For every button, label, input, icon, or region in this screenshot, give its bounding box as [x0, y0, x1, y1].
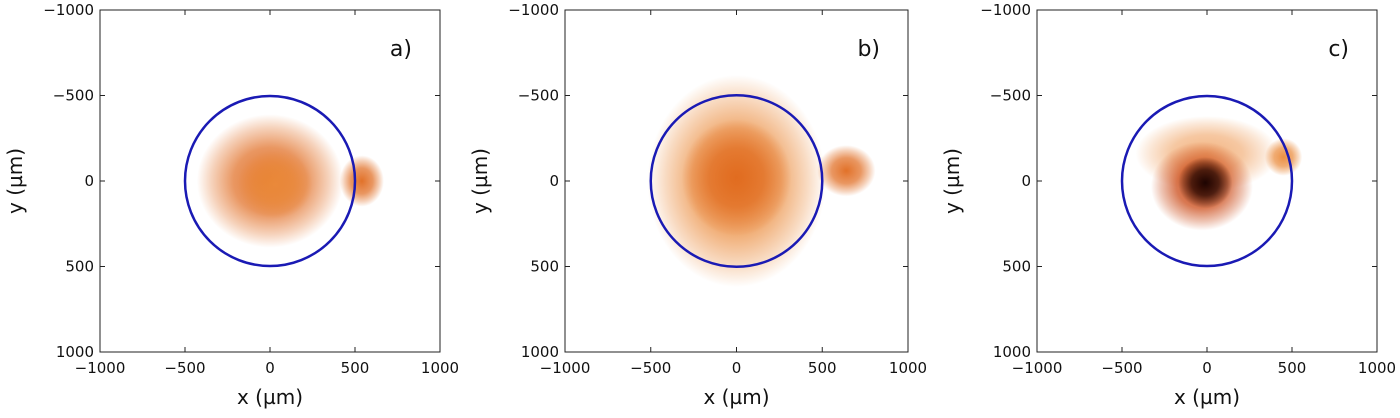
y-axis-label-c: y (µm): [940, 148, 964, 214]
x-tick-a-2: 0: [265, 359, 275, 377]
y-tick-a-3: 500: [65, 258, 94, 276]
x-tick-c-2: 0: [1202, 359, 1212, 377]
x-tick-b-1: −500: [630, 359, 671, 377]
panel-label-b: b): [857, 37, 880, 62]
intensity-blob: [1178, 157, 1233, 209]
x-axis-label-b: x (µm): [703, 385, 769, 409]
y-tick-b-0: −1000: [508, 1, 559, 19]
y-tick-b-2: 0: [549, 172, 559, 190]
x-tick-c-0: −1000: [1012, 359, 1063, 377]
ticks-a: [99, 9, 441, 353]
x-tick-b-3: 500: [808, 359, 837, 377]
x-tick-c-1: −500: [1101, 359, 1142, 377]
intensity-blob: [681, 119, 792, 236]
intensity-blob: [817, 145, 876, 197]
aperture-circle-b: [649, 94, 824, 268]
y-tick-b-3: 500: [530, 258, 559, 276]
ticks-b: [564, 9, 909, 353]
y-tick-c-3: 500: [1002, 258, 1031, 276]
x-axis-label-a: x (µm): [237, 385, 303, 409]
x-tick-b-0: −1000: [540, 359, 591, 377]
aperture-circle-a: [183, 94, 357, 268]
intensity-blob: [1264, 138, 1303, 176]
panel-label-a: a): [390, 37, 412, 62]
x-tick-b-4: 1000: [889, 359, 927, 377]
x-tick-a-3: 500: [341, 359, 370, 377]
panel-c: −1000 −500 0 500 1000 −1000 −500 0 500 1…: [940, 1, 1396, 409]
x-tick-a-0: −1000: [75, 359, 126, 377]
panel-label-c: c): [1328, 37, 1349, 62]
x-tick-c-3: 500: [1278, 359, 1307, 377]
y-tick-c-1: −500: [990, 87, 1031, 105]
x-tick-a-4: 1000: [421, 359, 459, 377]
x-tick-c-4: 1000: [1358, 359, 1396, 377]
x-tick-a-1: −500: [164, 359, 205, 377]
ticks-c: [1036, 9, 1378, 353]
y-axis-label-b: y (µm): [468, 148, 492, 214]
y-tick-a-0: −1000: [43, 1, 94, 19]
heatmap-b: [647, 74, 876, 288]
y-tick-c-4: 1000: [993, 343, 1031, 361]
y-axis-label-a: y (µm): [3, 148, 27, 214]
heatmap-a: [196, 114, 384, 248]
y-tick-b-4: 1000: [521, 343, 559, 361]
heatmap-c: [1135, 116, 1303, 231]
y-tick-a-2: 0: [84, 172, 94, 190]
y-tick-a-1: −500: [53, 87, 94, 105]
intensity-blob: [339, 155, 384, 207]
panel-a: −1000 −500 0 500 1000 −1000 −500 0 500 1…: [3, 1, 459, 409]
y-tick-c-0: −1000: [980, 1, 1031, 19]
y-tick-a-4: 1000: [56, 343, 94, 361]
aperture-circle-c: [1120, 94, 1294, 268]
panel-b: −1000 −500 0 500 1000 −1000 −500 0 500 1…: [468, 1, 927, 409]
x-axis-label-c: x (µm): [1174, 385, 1240, 409]
intensity-blob: [237, 150, 313, 219]
y-tick-b-1: −500: [518, 87, 559, 105]
y-tick-c-2: 0: [1021, 172, 1031, 190]
x-tick-b-2: 0: [732, 359, 742, 377]
